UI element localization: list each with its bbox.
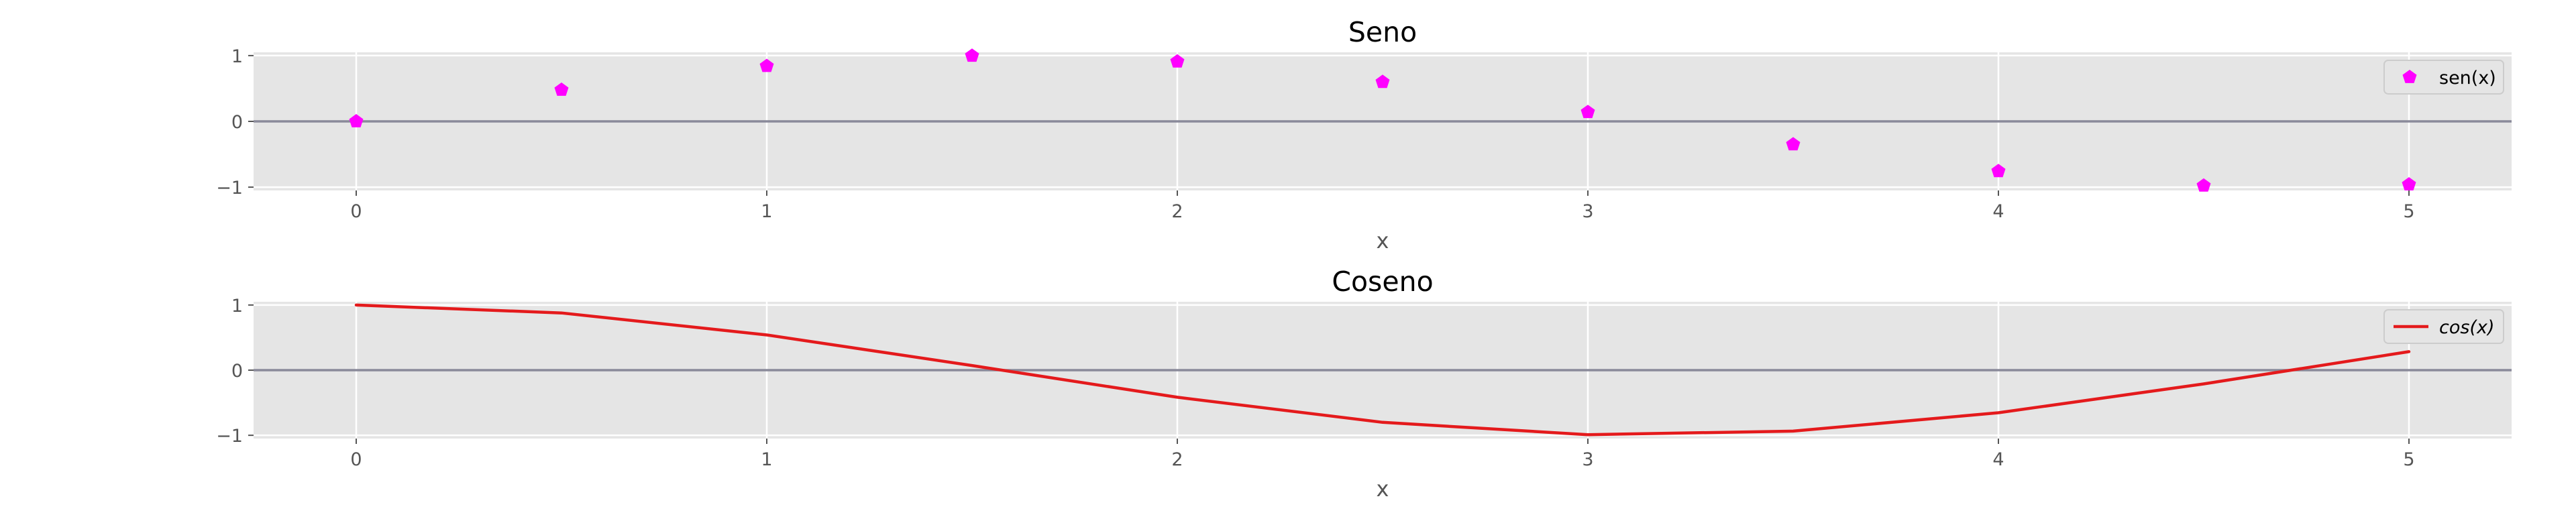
cosine-y-ticks: 1 0 −1 xyxy=(216,296,243,447)
cosine-y-tick-label: 0 xyxy=(231,361,243,382)
cosine-legend-box xyxy=(2383,309,2504,344)
cosine-x-tick-label: 5 xyxy=(2403,449,2414,470)
sine-data-point xyxy=(1991,164,2006,178)
sine-y-ticks: 1 0 −1 xyxy=(216,46,243,198)
sine-data-points xyxy=(349,48,2416,192)
cosine-y-tick-label: −1 xyxy=(216,426,243,447)
sine-x-axis-label: x xyxy=(1377,228,1389,253)
sine-x-tick-label: 3 xyxy=(1582,201,1593,222)
sine-x-tick-label: 1 xyxy=(761,201,772,222)
sine-y-tick-label: −1 xyxy=(216,178,243,198)
sine-data-point xyxy=(349,114,364,127)
cosine-legend-label: cos(x) xyxy=(2439,317,2494,338)
cosine-x-tick-label: 1 xyxy=(761,449,772,470)
sine-data-point xyxy=(554,82,569,96)
sine-x-ticks: 0 1 2 3 4 5 xyxy=(350,201,2414,222)
cosine-plot-title: Coseno xyxy=(1332,266,1433,298)
sine-data-point xyxy=(1786,137,1801,151)
cosine-x-tick-label: 4 xyxy=(1992,449,2004,470)
sine-y-tick-label: 1 xyxy=(231,46,243,67)
sine-legend-marker xyxy=(2402,70,2417,83)
sine-data-point xyxy=(2196,178,2211,192)
sine-x-tick-label: 2 xyxy=(1171,201,1183,222)
sine-legend-box xyxy=(2383,60,2504,95)
sine-x-tick-label: 4 xyxy=(1992,201,2004,222)
sine-y-tick-label: 0 xyxy=(231,112,243,133)
cosine-x-ticks: 0 1 2 3 4 5 xyxy=(350,449,2414,470)
sine-data-point xyxy=(759,58,774,72)
cosine-legend: cos(x) xyxy=(2383,309,2504,344)
sine-data-point xyxy=(1170,54,1185,68)
sine-subplot: 0 1 2 3 4 5 1 0 −1 Seno x sen(x) xyxy=(216,16,2512,253)
sine-data-point xyxy=(965,48,979,62)
sine-data-point xyxy=(1580,105,1595,119)
cosine-x-tick-label: 0 xyxy=(350,449,362,470)
cosine-series-line xyxy=(354,303,2411,437)
sine-legend: sen(x) xyxy=(2383,60,2504,95)
sine-x-tick-label: 5 xyxy=(2403,201,2414,222)
sine-data-point xyxy=(2402,177,2416,190)
cosine-x-axis-label: x xyxy=(1377,476,1389,502)
sine-legend-label: sen(x) xyxy=(2439,68,2496,89)
sine-x-tick-label: 0 xyxy=(350,201,362,222)
sine-data-point xyxy=(1375,74,1390,89)
cosine-x-tick-label: 2 xyxy=(1171,449,1183,470)
cosine-subplot: 0 1 2 3 4 5 1 0 −1 Coseno x cos(x) xyxy=(216,266,2512,502)
cosine-x-tick-label: 3 xyxy=(1582,449,1593,470)
cosine-y-tick-label: 1 xyxy=(231,296,243,317)
sine-plot-title: Seno xyxy=(1348,16,1417,48)
